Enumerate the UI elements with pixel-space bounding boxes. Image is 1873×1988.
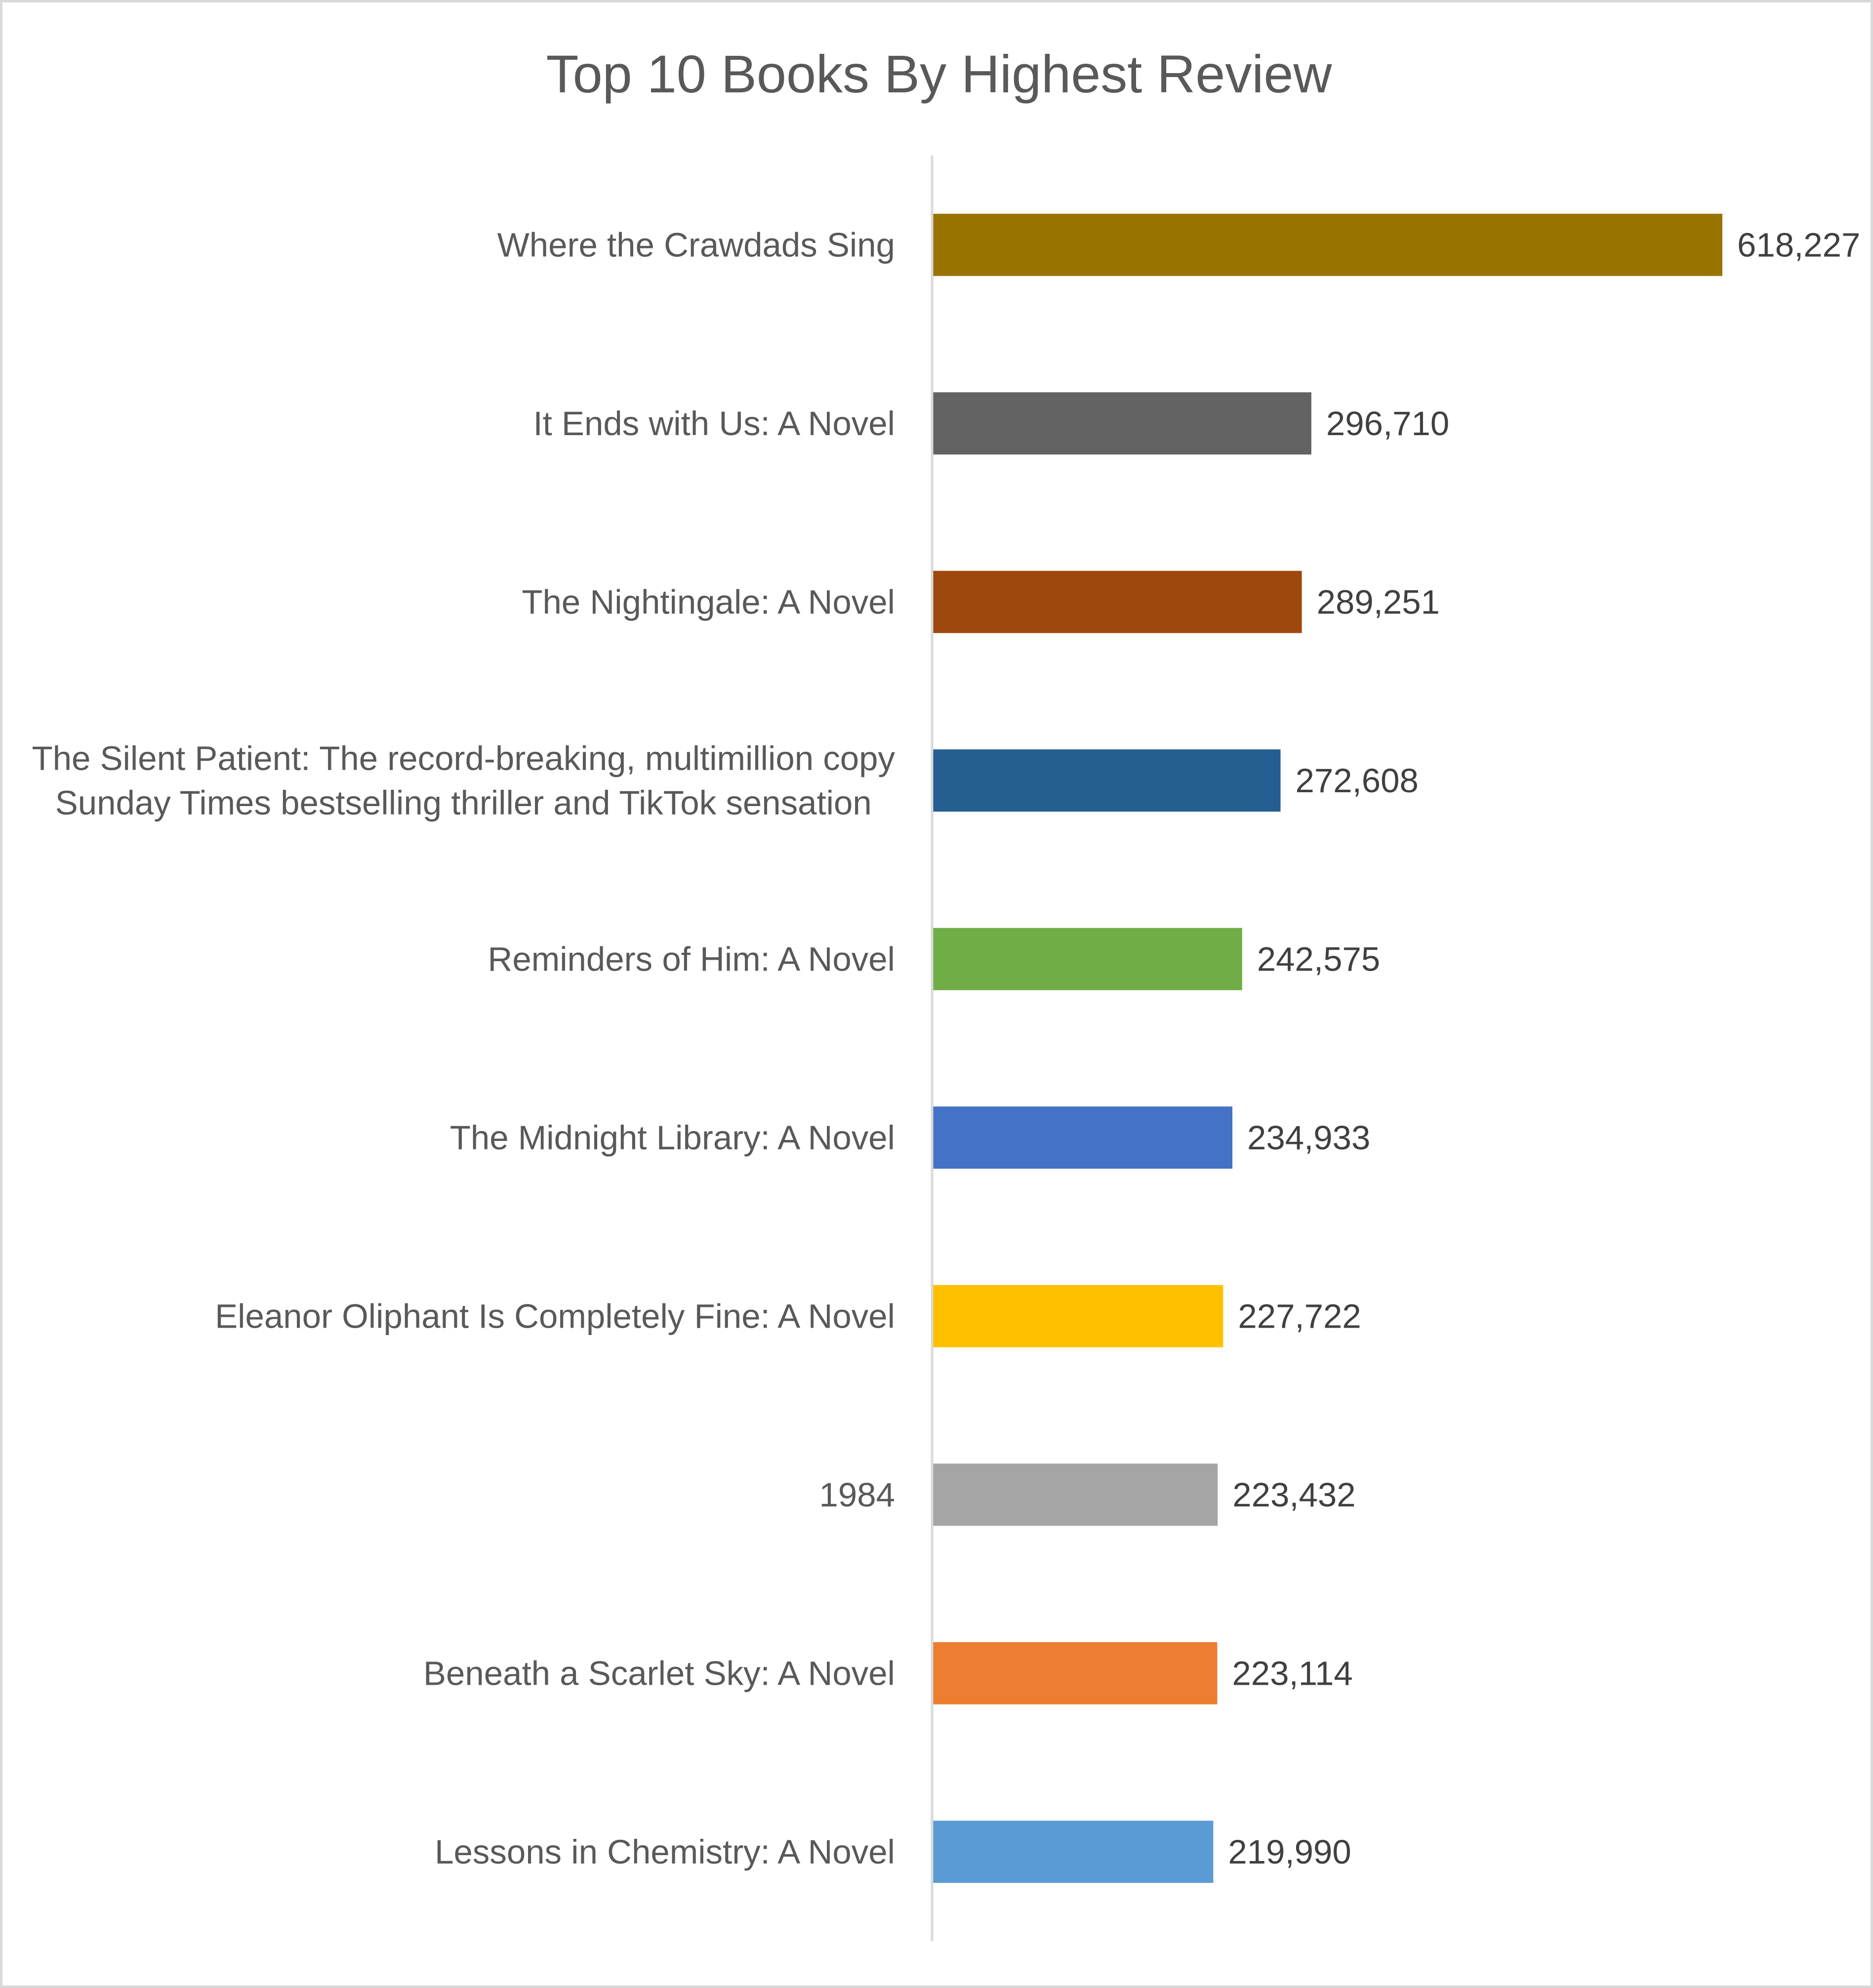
bars-layer	[932, 213, 1722, 1883]
bar-9	[932, 1642, 1218, 1704]
category-label-3: The Nightingale: A Novel	[522, 583, 895, 621]
bar-5	[932, 928, 1242, 990]
value-label-8: 223,432	[1232, 1476, 1355, 1514]
value-label-6: 234,933	[1247, 1119, 1370, 1157]
value-labels-layer: 618,227 296,710 289,251 272,608 242,575 234,9…	[1228, 226, 1860, 1871]
value-label-3: 289,251	[1317, 583, 1440, 621]
category-label-10: Lessons in Chemistry: A Novel	[435, 1833, 895, 1871]
category-label-2: It Ends with Us: A Novel	[533, 405, 896, 443]
bar-7	[932, 1285, 1223, 1347]
category-labels-layer: Where the Crawdads Sing It Ends with Us: …	[32, 226, 895, 1871]
category-label-4-line-1: The Silent Patient: The record-breaking,…	[32, 739, 895, 777]
value-label-7: 227,722	[1238, 1297, 1361, 1335]
category-label-4-line-2: Sunday Times bestselling thriller and Ti…	[55, 784, 872, 822]
value-label-4: 272,608	[1296, 762, 1419, 800]
category-label-8: 1984	[819, 1476, 896, 1514]
category-label-7: Eleanor Oliphant Is Completely Fine: A N…	[215, 1297, 895, 1335]
bar-8	[932, 1463, 1218, 1526]
bar-3	[932, 570, 1302, 633]
value-label-10: 219,990	[1228, 1833, 1351, 1871]
category-label-5: Reminders of Him: A Novel	[488, 940, 895, 978]
bar-1	[932, 213, 1722, 276]
bar-4	[932, 749, 1281, 812]
value-label-2: 296,710	[1326, 405, 1449, 443]
value-label-9: 223,114	[1232, 1654, 1352, 1692]
category-label-9: Beneath a Scarlet Sky: A Novel	[423, 1654, 895, 1692]
chart-title: Top 10 Books By Highest Review	[546, 44, 1332, 104]
bar-2	[932, 392, 1311, 455]
value-label-5: 242,575	[1257, 940, 1380, 978]
bar-6	[932, 1106, 1233, 1169]
category-label-1: Where the Crawdads Sing	[497, 226, 895, 264]
value-label-1: 618,227	[1737, 226, 1860, 264]
bar-10	[932, 1821, 1214, 1883]
category-label-4: The Silent Patient: The record-breaking,…	[32, 739, 895, 822]
category-label-6: The Midnight Library: A Novel	[450, 1119, 895, 1157]
